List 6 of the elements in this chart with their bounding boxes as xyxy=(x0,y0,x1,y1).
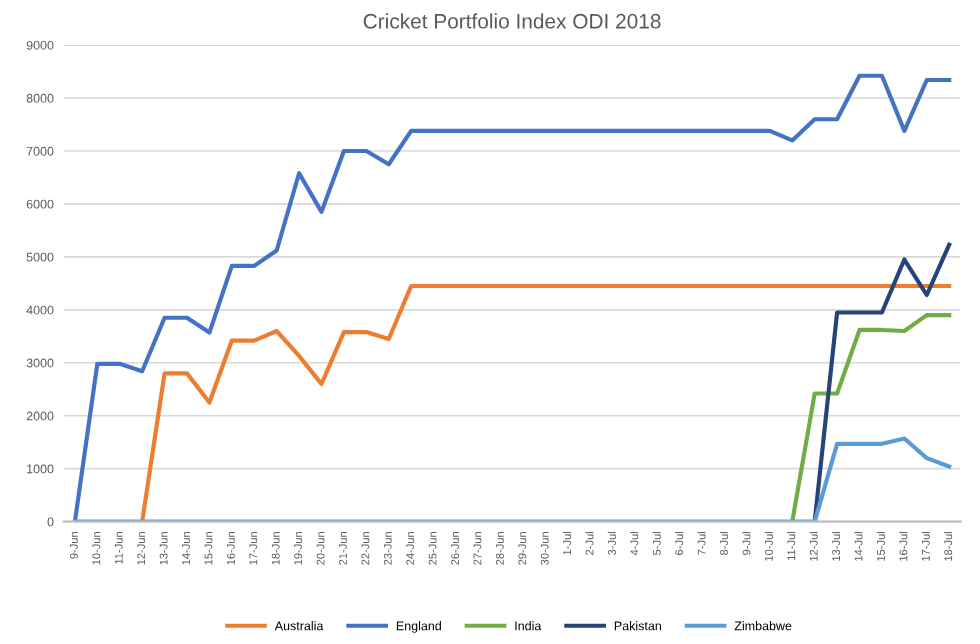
line-series xyxy=(72,73,952,522)
line-series xyxy=(140,283,952,522)
line-series xyxy=(812,242,952,522)
line-series xyxy=(790,313,952,522)
chart-title: Cricket Portfolio Index ODI 2018 xyxy=(363,13,661,29)
line-series xyxy=(72,436,952,522)
